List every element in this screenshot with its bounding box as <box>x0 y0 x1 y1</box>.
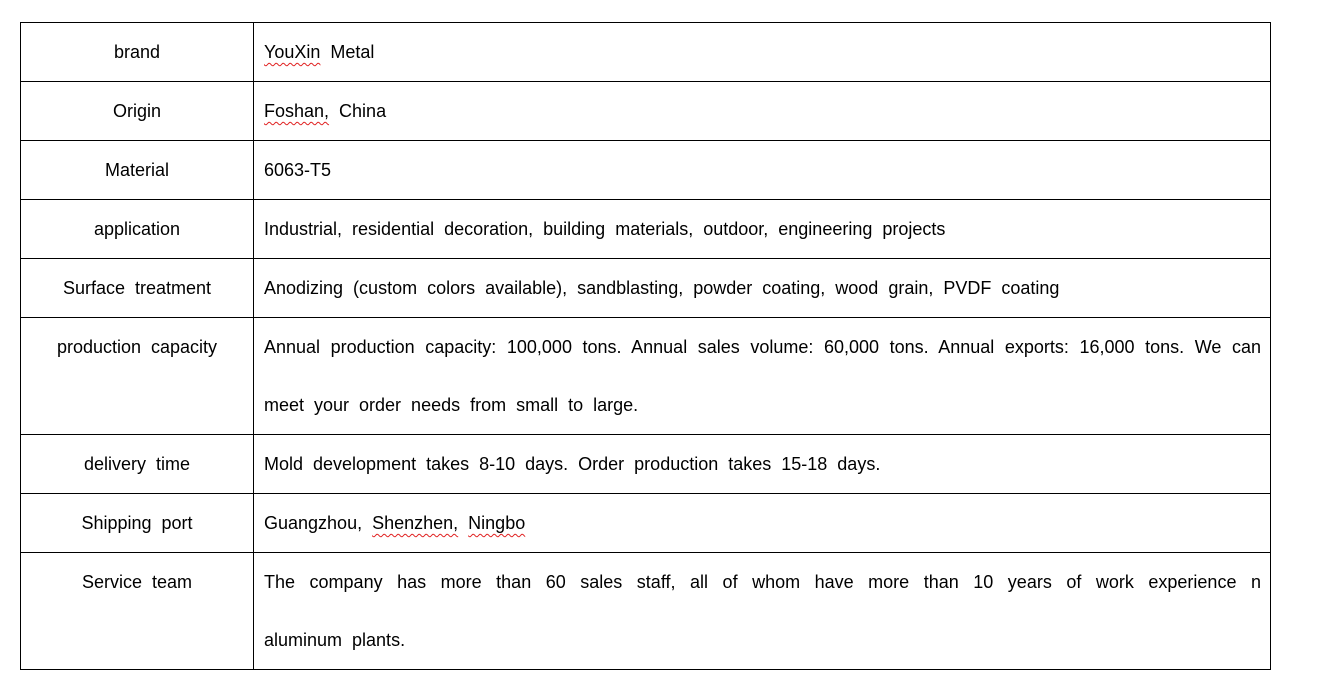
row-value: Mold development takes 8-10 days. Order … <box>253 434 1271 494</box>
value-text: China <box>329 101 387 121</box>
spell-flagged-word[interactable]: Ningbo <box>468 513 526 533</box>
value-text: Metal <box>320 42 375 62</box>
row-label: Origin <box>20 81 254 141</box>
row-label: production capacity <box>20 317 254 435</box>
product-spec-table: brand YouXin Metal Origin Foshan, China … <box>20 22 1271 670</box>
table-row: Origin Foshan, China <box>20 81 1271 141</box>
table-row: application Industrial, residential deco… <box>20 199 1271 259</box>
spell-flagged-word[interactable]: Shenzhen, <box>372 513 459 533</box>
table-row: Material 6063-T5 <box>20 140 1271 200</box>
row-label: Surface treatment <box>20 258 254 318</box>
value-text <box>458 513 468 533</box>
table-row: Service team The company has more than 6… <box>20 552 1271 670</box>
row-value: YouXin Metal <box>253 22 1271 82</box>
row-value: 6063-T5 <box>253 140 1271 200</box>
row-label: delivery time <box>20 434 254 494</box>
table-row: delivery time Mold development takes 8-1… <box>20 434 1271 494</box>
row-label: Material <box>20 140 254 200</box>
row-label: Shipping port <box>20 493 254 553</box>
value-text: Guangzhou, <box>264 513 373 533</box>
row-value: Foshan, China <box>253 81 1271 141</box>
spell-flagged-word[interactable]: YouXin <box>264 42 321 62</box>
row-label: application <box>20 199 254 259</box>
spell-flagged-word[interactable]: Foshan, <box>264 101 330 121</box>
row-value: Anodizing (custom colors available), san… <box>253 258 1271 318</box>
table-row: Surface treatment Anodizing (custom colo… <box>20 258 1271 318</box>
table-row: brand YouXin Metal <box>20 22 1271 82</box>
row-value: Guangzhou, Shenzhen, Ningbo <box>253 493 1271 553</box>
row-value: Industrial, residential decoration, buil… <box>253 199 1271 259</box>
row-value: Annual production capacity: 100,000 tons… <box>253 317 1271 435</box>
row-value: The company has more than 60 sales staff… <box>253 552 1271 670</box>
row-label: Service team <box>20 552 254 670</box>
table-row: Shipping port Guangzhou, Shenzhen, Ningb… <box>20 493 1271 553</box>
row-label: brand <box>20 22 254 82</box>
table-row: production capacity Annual production ca… <box>20 317 1271 435</box>
